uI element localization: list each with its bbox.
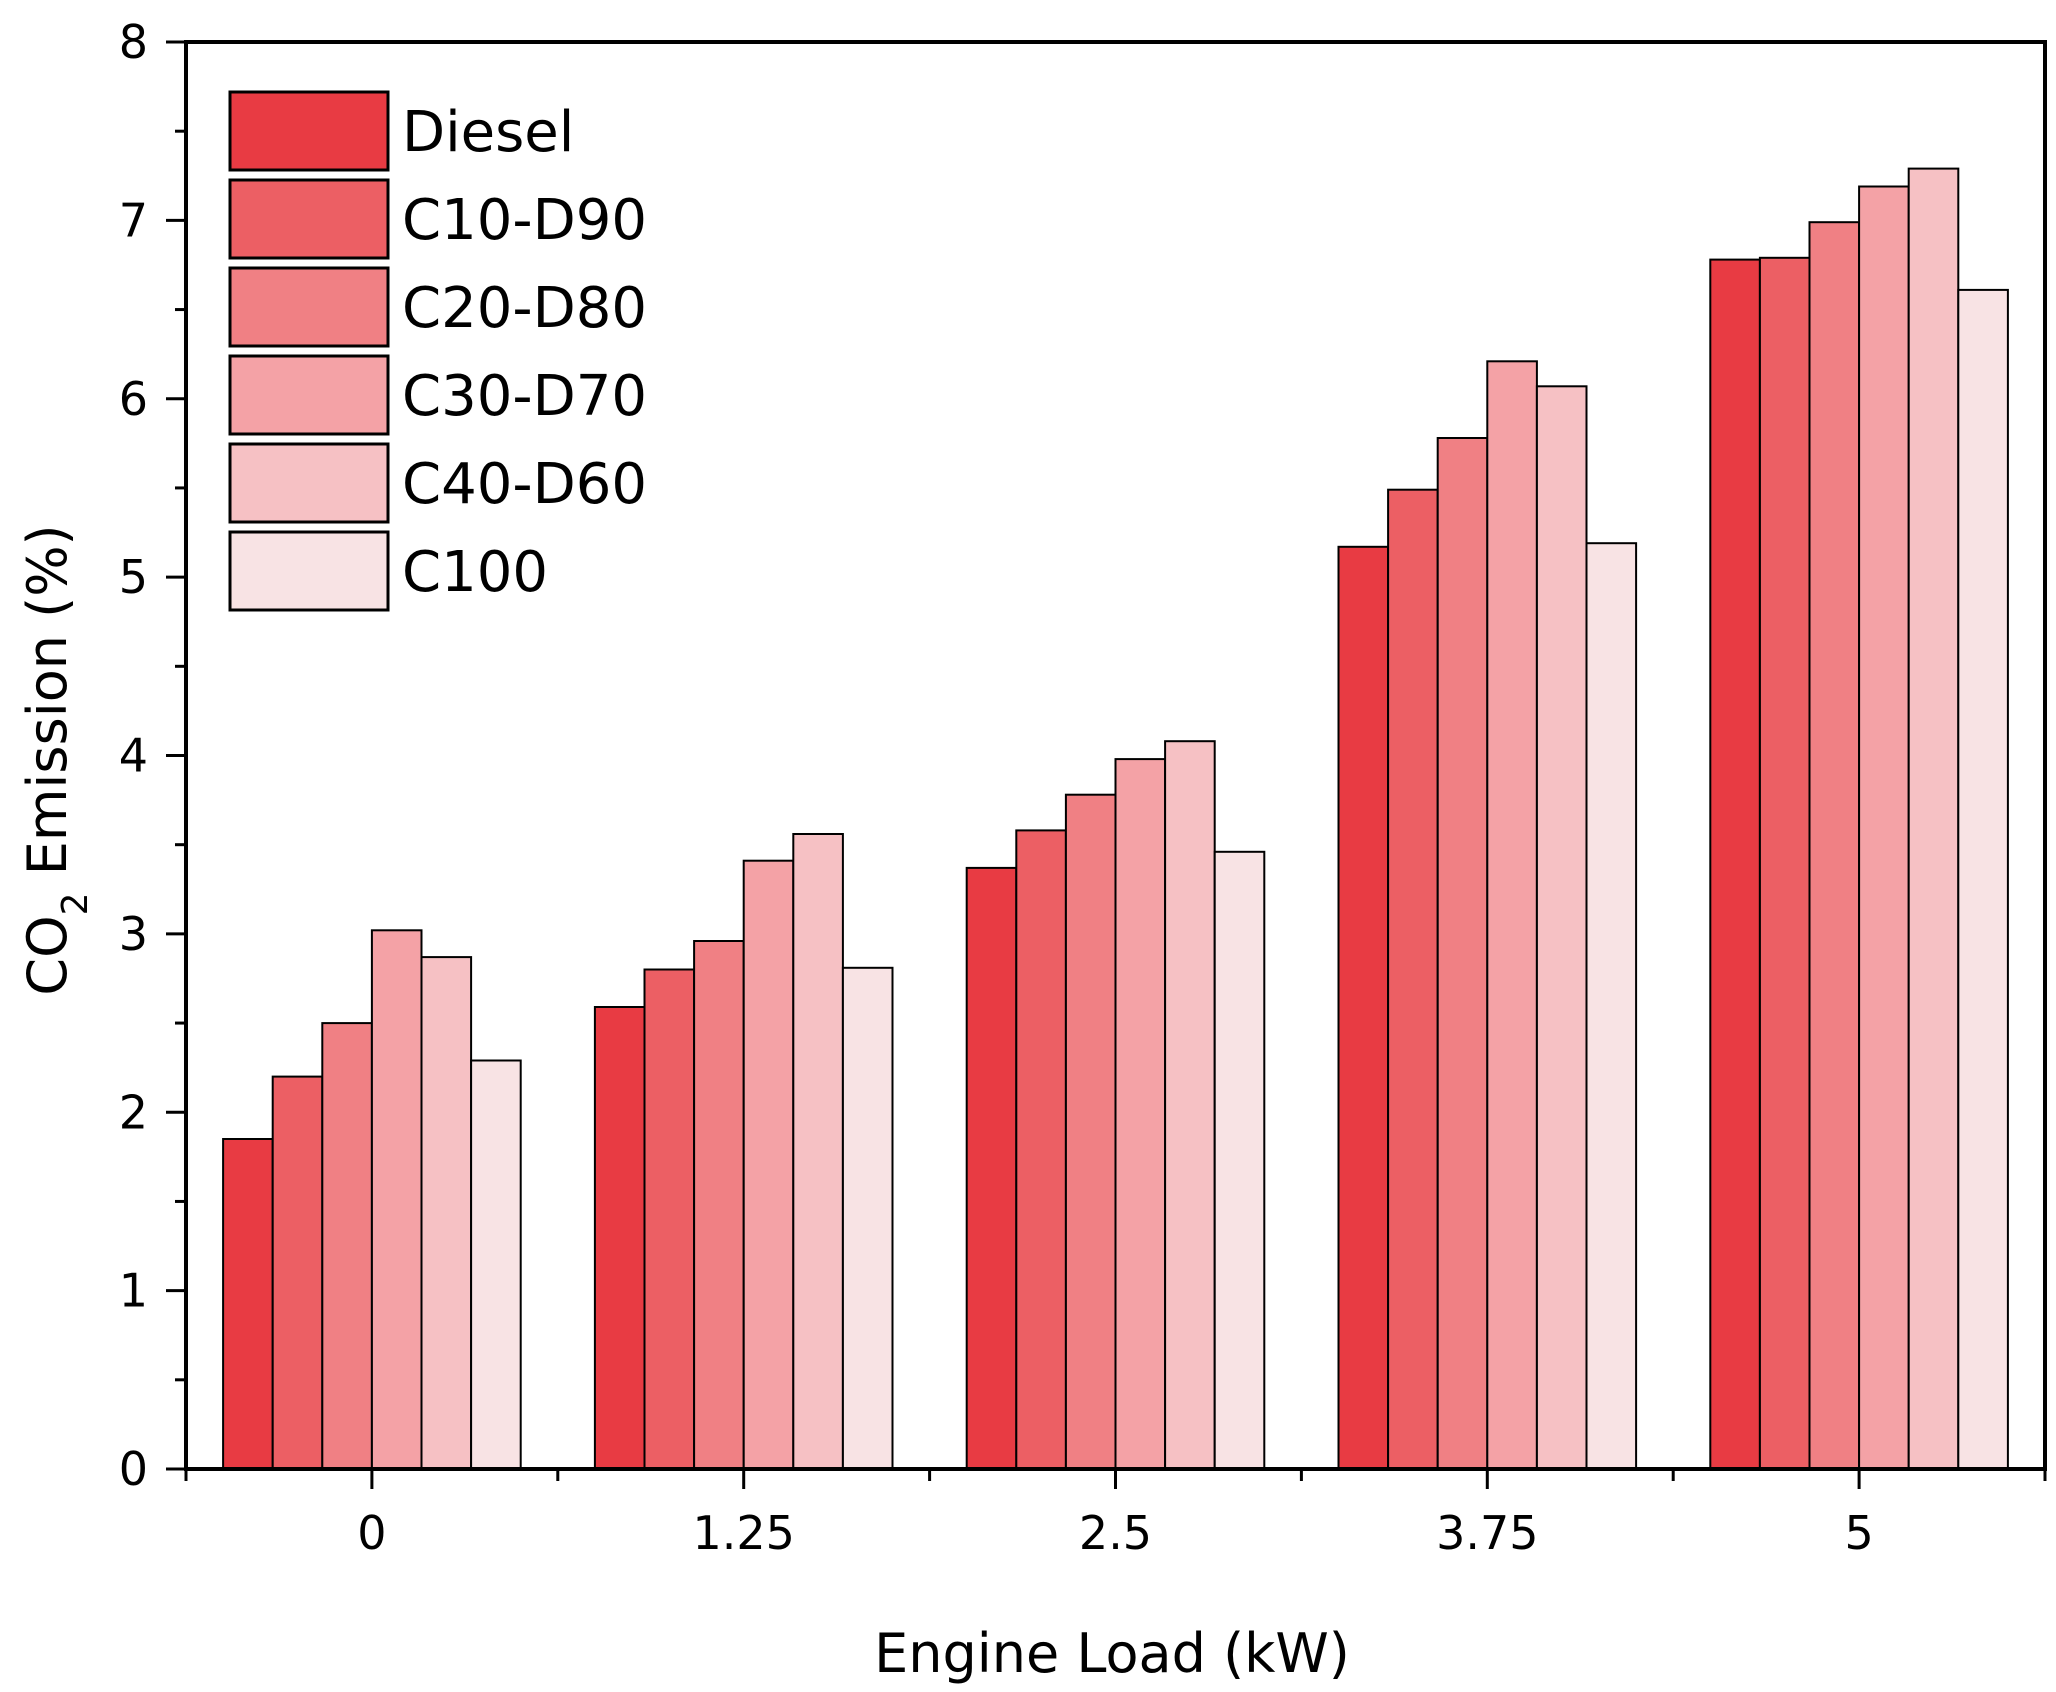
bar-c10-d90-3.75: [1387, 488, 1439, 1470]
bar-diesel-1.25: [593, 1006, 646, 1470]
bar-c20-d80-1.25: [693, 940, 745, 1470]
x-tick-label: 1.25: [692, 1506, 794, 1560]
legend-swatch-c40-d60: [228, 442, 390, 524]
y-tick-label: 1: [119, 1264, 148, 1318]
legend-label-c30-d70: C30-D70: [402, 364, 647, 429]
bar-c40-d60-3.75: [1535, 385, 1588, 1470]
y-tick-label: 8: [119, 15, 148, 69]
bar-c20-d80-3.75: [1436, 437, 1489, 1470]
bar-c40-d60-0: [420, 956, 473, 1470]
y-tick-label: 4: [119, 729, 148, 783]
legend-swatch-c10-d90: [228, 178, 390, 260]
y-axis: 0 1 2 3 4 5 6 7 8: [119, 15, 186, 1496]
bar-c40-d60-2.5: [1164, 740, 1216, 1470]
legend: Diesel C10-D90 C20-D80 C30-D70 C40-D60 C100: [228, 90, 647, 612]
x-tick-label: 3.75: [1436, 1506, 1538, 1560]
bar-c30-d70-3.75: [1486, 360, 1538, 1470]
legend-label-c100: C100: [402, 540, 548, 605]
bar-c20-d80-5: [1808, 221, 1861, 1471]
bar-c10-d90-5: [1758, 256, 1811, 1470]
y-tick-label: 6: [119, 372, 148, 426]
x-tick-label: 5: [1844, 1506, 1873, 1560]
legend-swatch-c30-d70: [228, 354, 390, 436]
bar-c30-d70-5: [1858, 185, 1910, 1470]
legend-label-c20-d80: C20-D80: [402, 276, 647, 341]
bar-diesel-5: [1709, 258, 1761, 1471]
bar-c100-1.25: [841, 966, 894, 1470]
bar-diesel-2.5: [965, 866, 1018, 1470]
bar-c40-d60-1.25: [792, 833, 844, 1470]
bar-c40-d60-5: [1907, 167, 1960, 1471]
bar-c10-d90-1.25: [643, 968, 696, 1470]
y-tick-label: 3: [119, 907, 148, 961]
legend-swatch-diesel: [228, 90, 390, 172]
bar-c30-d70-2.5: [1114, 758, 1167, 1470]
y-axis-title-rest: Emission (%): [16, 524, 79, 892]
bar-c100-3.75: [1585, 542, 1638, 1470]
bar-c100-0: [470, 1059, 522, 1470]
legend-label-diesel: Diesel: [402, 100, 574, 165]
legend-label-c40-d60: C40-D60: [402, 452, 647, 517]
bar-c20-d80-2.5: [1064, 793, 1117, 1470]
bar-diesel-3.75: [1337, 545, 1390, 1470]
bar-c10-d90-2.5: [1015, 829, 1067, 1470]
y-axis-title-subscript: 2: [55, 892, 96, 915]
y-tick-label: 5: [119, 550, 148, 604]
bar-c100-2.5: [1213, 850, 1266, 1470]
y-tick-label: 0: [119, 1442, 148, 1496]
bar-c10-d90-0: [271, 1075, 324, 1470]
y-tick-label: 2: [119, 1085, 148, 1139]
y-axis-title: CO2 Emission (%): [16, 524, 96, 995]
x-tick-label: 0: [357, 1506, 386, 1560]
x-axis-title: Engine Load (kW): [874, 1622, 1350, 1685]
y-tick-label: 7: [119, 193, 148, 247]
bar-c20-d80-0: [321, 1022, 373, 1470]
bars-group: [222, 167, 2009, 1471]
legend-swatch-c100: [228, 530, 390, 612]
bar-c30-d70-1.25: [742, 859, 795, 1470]
x-tick-label: 2.5: [1079, 1506, 1152, 1560]
y-axis-title-main: CO: [16, 915, 79, 995]
bar-c100-5: [1957, 288, 2009, 1470]
legend-label-c10-d90: C10-D90: [402, 188, 647, 253]
bar-diesel-0: [222, 1138, 274, 1470]
bar-c30-d70-0: [370, 929, 423, 1470]
legend-swatch-c20-d80: [228, 266, 390, 348]
x-axis: 0 1.25 2.5 3.75 5: [184, 1469, 2047, 1560]
